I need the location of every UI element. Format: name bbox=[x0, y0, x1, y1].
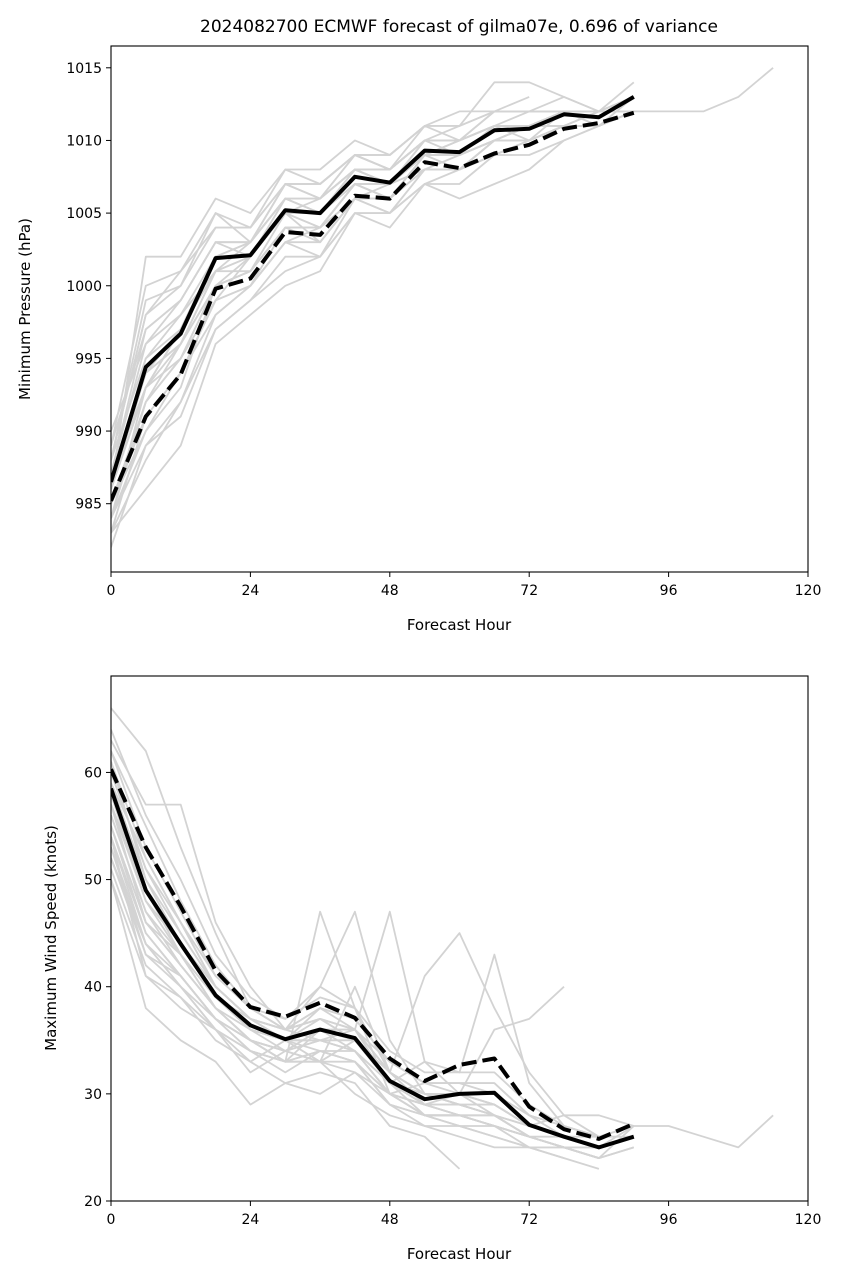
wind-y-axis-label: Maximum Wind Speed (knots) bbox=[42, 825, 60, 1051]
wind-x-tick-label: 120 bbox=[795, 1212, 822, 1228]
pressure-dashed-line bbox=[111, 110, 635, 502]
chart-title: 2024082700 ECMWF forecast of gilma07e, 0… bbox=[200, 17, 718, 37]
pressure-y-tick-label: 990 bbox=[75, 424, 102, 440]
wind-y-tick-label: 20 bbox=[84, 1194, 102, 1210]
pressure-x-ticks: 0 24 48 72 96 120 bbox=[107, 572, 822, 599]
pressure-x-tick-label: 120 bbox=[795, 583, 822, 599]
wind-x-ticks: 0 24 48 72 96 120 bbox=[107, 1201, 822, 1228]
pressure-ensemble-member-line bbox=[111, 110, 635, 548]
wind-y-tick-label: 50 bbox=[84, 873, 102, 889]
wind-x-tick-label: 48 bbox=[381, 1212, 399, 1228]
pressure-plot-frame bbox=[110, 45, 809, 573]
pressure-solid-line bbox=[111, 95, 635, 483]
wind-ensemble-member-line bbox=[111, 879, 565, 1106]
wind-y-tick-label: 30 bbox=[84, 1087, 102, 1103]
pressure-y-axis-label: Minimum Pressure (hPa) bbox=[16, 218, 34, 400]
wind-y-tick-label: 60 bbox=[84, 765, 102, 781]
pressure-x-tick-label: 24 bbox=[241, 583, 259, 599]
pressure-y-tick-label: 995 bbox=[75, 351, 102, 367]
wind-x-tick-label: 24 bbox=[241, 1212, 259, 1228]
pressure-x-tick-label: 48 bbox=[381, 583, 399, 599]
pressure-ensemble-member-line bbox=[111, 81, 635, 490]
pressure-ensemble-member-line bbox=[111, 110, 599, 461]
wind-ensemble-member-line bbox=[111, 836, 565, 1159]
wind-ensemble-member-line bbox=[111, 836, 600, 1159]
wind-x-tick-label: 96 bbox=[660, 1212, 678, 1228]
wind-solid-line bbox=[111, 787, 635, 1150]
wind-series-group bbox=[111, 707, 774, 1170]
wind-panel: 0 24 48 72 96 120 20 30 40 50 60 Forecast Hour Ma… bbox=[42, 675, 822, 1263]
wind-x-tick-label: 0 bbox=[107, 1212, 116, 1228]
wind-ensemble-member-line bbox=[111, 729, 635, 1138]
pressure-ensemble-member-line bbox=[111, 110, 635, 534]
pressure-y-ticks: 985 990 995 1000 1005 1010 1015 bbox=[66, 61, 111, 513]
pressure-series-group bbox=[111, 67, 774, 548]
pressure-y-tick-label: 1015 bbox=[66, 61, 102, 77]
pressure-panel: 2024082700 ECMWF forecast of gilma07e, 0… bbox=[16, 17, 821, 634]
wind-y-tick-label: 40 bbox=[84, 980, 102, 996]
pressure-y-tick-label: 985 bbox=[75, 497, 102, 513]
wind-ensemble-member-line bbox=[111, 857, 774, 1159]
wind-x-tick-label: 72 bbox=[520, 1212, 538, 1228]
pressure-y-tick-label: 1005 bbox=[66, 206, 102, 222]
pressure-x-axis-label: Forecast Hour bbox=[407, 616, 512, 634]
pressure-ensemble-member-line bbox=[111, 96, 635, 461]
pressure-y-tick-label: 1000 bbox=[66, 279, 102, 295]
wind-ensemble-member-line bbox=[111, 879, 600, 1159]
wind-plot-frame bbox=[110, 675, 809, 1202]
pressure-ensemble-member-line bbox=[111, 96, 635, 490]
wind-ensemble-member-line bbox=[111, 750, 635, 1138]
pressure-x-tick-label: 72 bbox=[520, 583, 538, 599]
wind-y-ticks: 20 30 40 50 60 bbox=[84, 765, 111, 1210]
pressure-x-tick-label: 96 bbox=[660, 583, 678, 599]
pressure-x-tick-label: 0 bbox=[107, 583, 116, 599]
wind-ensemble-member-line bbox=[111, 836, 600, 1138]
wind-dashed-line bbox=[111, 768, 635, 1141]
pressure-y-tick-label: 1010 bbox=[66, 133, 102, 149]
wind-x-axis-label: Forecast Hour bbox=[407, 1245, 512, 1263]
wind-ensemble-member-line bbox=[111, 868, 461, 1170]
